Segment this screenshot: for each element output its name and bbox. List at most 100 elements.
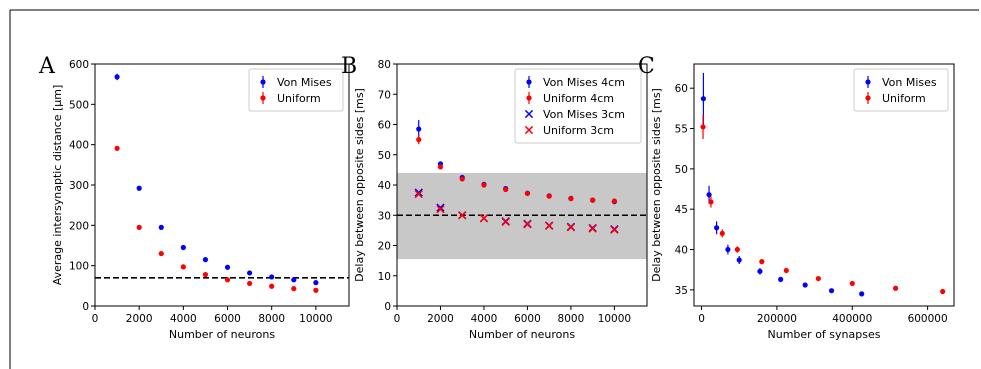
legend-label: Von Mises [882,76,937,89]
legend-label: Uniform [277,92,321,105]
panel-b: 0 2000 4000 6000 8000 10000 0 10 20 30 40 50 60 70 80 N… [341,54,648,341]
legend: Von Mises 4cm Uniform 4cm Von Mises 3cm Uni… [514,68,642,144]
data-point [416,137,422,143]
data-point [269,283,275,289]
data-point-x-marker [523,220,532,229]
data-point-x-marker [436,203,445,212]
legend-marker [260,95,266,101]
data-point [590,197,596,203]
y-tick-label: 60 [378,120,391,132]
legend-marker [865,95,871,101]
data-point [416,126,422,132]
axes-frame [693,63,955,307]
data-point [291,277,297,283]
x-axis-label: Number of neurons [469,328,575,341]
data-point [892,285,899,291]
series-von-mises [700,72,865,297]
data-point-x-marker [436,205,445,214]
series-von-mises [114,73,319,286]
data-point [706,192,712,198]
panel-a: 0 2000 4000 6000 8000 10000 0 100 200 300 400 500 60… [38,54,350,341]
legend: Von Mises Uniform [248,68,344,112]
data-point [815,275,821,282]
data-point-x-marker [458,211,467,220]
x-tick-label: 8000 [258,313,285,325]
data-point [437,164,444,170]
data-point [202,257,209,263]
data-point [136,185,142,191]
data-point-x-marker [501,217,510,227]
y-tick-label: 35 [675,285,688,297]
y-tick-label: 600 [69,59,89,71]
y-tick-label: 80 [378,59,391,71]
data-point-x-marker [588,224,597,233]
y-tick-label: 40 [675,245,688,257]
series-uniform [114,145,319,293]
y-tick-label: 0 [82,301,89,313]
x-tick-label: 600000 [908,313,948,325]
data-point [158,250,164,257]
data-point [114,145,120,151]
data-point [180,264,186,270]
x-tick-label: 200000 [757,313,797,325]
data-point [114,74,120,80]
x-tick-label: 400000 [832,313,872,325]
data-point-x-marker [545,221,554,230]
data-point [757,268,763,274]
data-point [247,280,253,287]
data-point [313,287,319,293]
data-point [524,190,531,197]
data-point [247,270,253,276]
panel-letter: C [638,54,655,79]
y-tick-label: 60 [675,83,688,95]
x-tick-label: 6000 [214,313,241,325]
y-tick-label: 0 [384,301,391,313]
x-tick-label: 4000 [170,313,197,325]
x-tick-label: 2000 [126,313,153,325]
x-tick-label: 4000 [471,313,498,325]
y-axis-label: Average intersynaptic distance [μm] [51,85,64,286]
y-tick-label: 40 [378,180,391,192]
data-point [783,267,789,274]
x-tick-label: 0 [698,313,705,325]
y-tick-label: 10 [378,271,391,283]
y-tick-label: 400 [69,140,89,152]
data-point [708,199,714,205]
data-point [180,244,186,251]
data-point [224,277,231,283]
data-point [725,246,731,253]
data-point-x-marker [414,188,423,197]
data-point [202,271,209,278]
y-tick-label: 100 [69,261,89,273]
data-point [546,193,552,199]
x-axis-label: Number of synapses [768,328,881,341]
x-tick-label: 10000 [598,313,631,325]
x-tick-label: 6000 [514,313,541,325]
data-point-x-marker [414,189,423,199]
legend-label: Uniform 3cm [543,124,614,137]
y-tick-label: 500 [69,99,89,111]
data-point-x-marker [566,223,576,232]
legend-label: Uniform [882,92,926,105]
data-point [719,230,725,236]
legend-label: Uniform 4cm [543,92,614,105]
data-point [481,182,487,188]
data-point [700,124,706,130]
y-axis-label: Delay between opposite sides [ms] [650,88,663,282]
legend-label: Von Mises [277,76,332,89]
legend-label: Von Mises 3cm [543,108,625,121]
legend-marker [524,125,534,135]
x-tick-label: 0 [92,313,99,325]
data-point-x-marker [610,225,619,234]
data-point [714,225,720,231]
data-point [828,288,835,294]
data-point [859,291,865,297]
legend-marker [526,79,532,85]
data-point [291,286,297,292]
data-point [802,282,808,288]
legend-box [248,68,344,112]
panel-c: 0 200000 400000 600000 35 40 45 50 55 60 Number of… [638,54,955,341]
legend-marker [260,79,266,85]
data-point [568,196,574,202]
